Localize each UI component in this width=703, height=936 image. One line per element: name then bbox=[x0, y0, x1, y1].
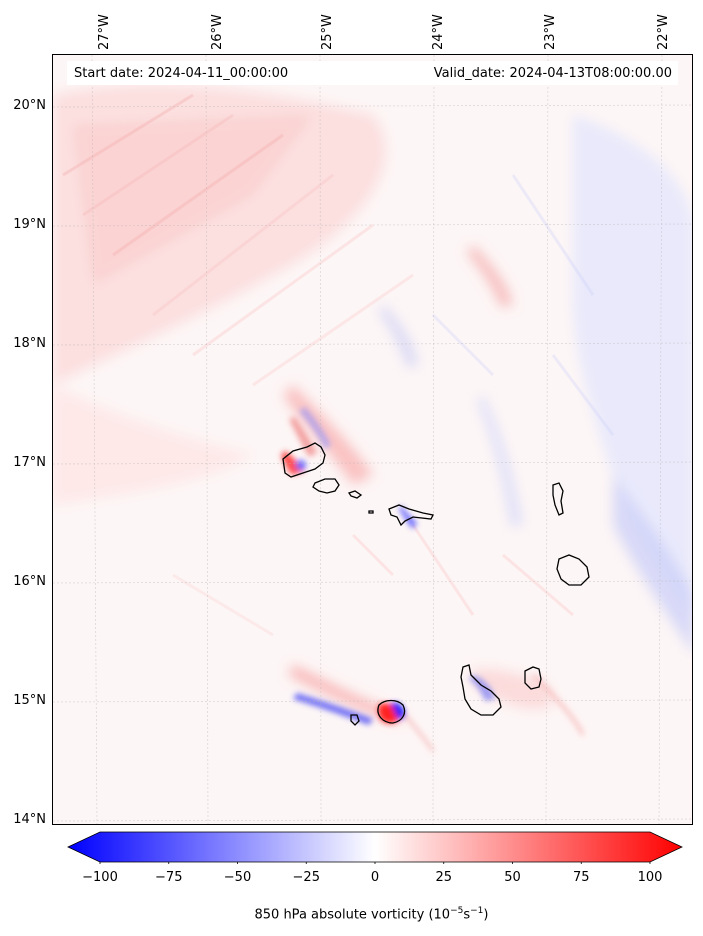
lon-label-22w: 22°W bbox=[656, 14, 671, 50]
lon-label-26w: 26°W bbox=[210, 14, 225, 50]
valid-date-text: Valid_date: 2024-04-13T08:00:00.00 bbox=[433, 66, 672, 81]
colorbar-tick-label: 75 bbox=[572, 870, 590, 885]
colorbar-tick-label: 100 bbox=[637, 870, 663, 885]
colorbar-title: 850 hPa absolute vorticity (10−5s−1) bbox=[0, 906, 703, 922]
coastlines bbox=[282, 442, 590, 726]
field-streaks bbox=[62, 93, 615, 637]
colorbar-gradient bbox=[67, 831, 683, 863]
island-santo-antao bbox=[282, 442, 326, 478]
island-sao-nicolau bbox=[388, 504, 434, 527]
colorbar-title-exp1: −5 bbox=[450, 906, 464, 916]
colorbar-tick-label: −25 bbox=[292, 870, 320, 885]
colorbar-title-prefix: 850 hPa absolute vorticity (10 bbox=[254, 907, 451, 923]
island-sal bbox=[552, 482, 564, 516]
lat-label-20n: 20°N bbox=[13, 98, 46, 113]
island-sao-vicente bbox=[312, 478, 340, 494]
island-maio bbox=[524, 666, 542, 690]
lon-label-24w: 24°W bbox=[431, 14, 446, 50]
island-santiago bbox=[460, 664, 502, 716]
island-fogo bbox=[377, 699, 406, 724]
lat-label-19n: 19°N bbox=[13, 217, 46, 232]
colorbar-tick-label: −100 bbox=[82, 870, 118, 885]
colorbar-title-exp2: −1 bbox=[470, 906, 484, 916]
lon-label-23w: 23°W bbox=[543, 14, 558, 50]
lat-label-17n: 17°N bbox=[13, 455, 46, 470]
colorbar bbox=[67, 831, 683, 864]
colorbar-tick-label: 0 bbox=[370, 870, 380, 885]
colorbar-tick-label: 25 bbox=[435, 870, 453, 885]
colorbar-title-suffix: ) bbox=[483, 907, 489, 923]
gridlines bbox=[53, 55, 692, 824]
island-brava bbox=[350, 714, 360, 726]
island-boa-vista bbox=[556, 554, 590, 586]
start-date-text: Start date: 2024-04-11_00:00:00 bbox=[74, 66, 289, 81]
lon-label-25w: 25°W bbox=[320, 14, 335, 50]
lat-label-14n: 14°N bbox=[13, 812, 46, 827]
lat-label-16n: 16°N bbox=[13, 574, 46, 589]
map-canvas bbox=[53, 55, 692, 824]
island-branco-razo bbox=[368, 510, 374, 514]
lat-label-15n: 15°N bbox=[13, 693, 46, 708]
lat-label-18n: 18°N bbox=[13, 336, 46, 351]
colorbar-title-unit: s bbox=[463, 907, 471, 923]
map-header: Start date: 2024-04-11_00:00:00 Valid_da… bbox=[67, 61, 678, 85]
vorticity-map bbox=[52, 54, 693, 825]
colorbar-ticks bbox=[99, 862, 651, 864]
colorbar-tick-label: −75 bbox=[155, 870, 183, 885]
colorbar-tick-label: 50 bbox=[504, 870, 521, 885]
island-santa-luzia bbox=[347, 490, 363, 499]
positive-vorticity-field bbox=[53, 84, 553, 723]
colorbar-tick-label: −50 bbox=[223, 870, 252, 885]
lon-label-27w: 27°W bbox=[97, 14, 112, 50]
negative-vorticity-field bbox=[379, 115, 692, 652]
